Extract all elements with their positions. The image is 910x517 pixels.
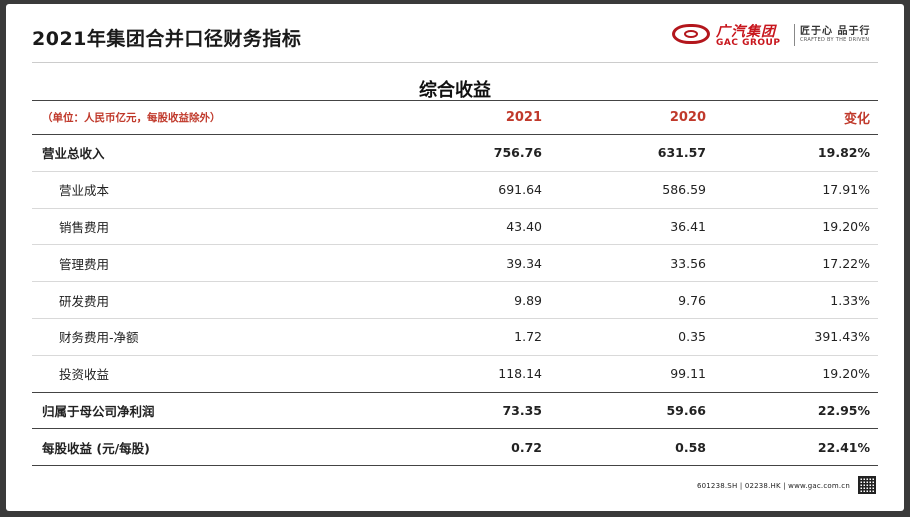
table-row-selling-expenses: 销售费用 43.40 36.41 19.20% [32,209,878,246]
cell-2020: 0.58 [675,439,706,455]
logo-divider [794,24,795,46]
row-label: 投资收益 [59,367,110,383]
logo-name-cn: 广汽集团 [716,24,776,40]
financial-table: （单位：人民币亿元，每股收益除外） 2021 2020 变化 营业总收入 756… [32,100,878,467]
cell-2020: 9.76 [678,292,706,308]
cell-change: 17.22% [822,255,870,271]
cell-2020: 36.41 [670,218,706,234]
row-label: 营业总收入 [42,146,105,162]
table-row-finance-expenses: 财务费用-净额 1.72 0.35 391.43% [32,319,878,356]
column-header-2021: 2021 [505,110,542,125]
cell-change: 19.20% [822,366,870,382]
cell-2021: 756.76 [493,145,542,161]
page-title: 2021年集团合并口径财务指标 [32,28,302,50]
row-label: 研发费用 [59,293,110,309]
cell-2020: 59.66 [666,402,706,418]
cell-change: 17.91% [822,182,870,198]
qr-code-icon [858,476,876,494]
row-label: 每股收益 (元/每股) [42,440,150,456]
cell-2021: 1.72 [514,329,542,345]
cell-2021: 43.40 [506,218,542,234]
row-label: 营业成本 [59,183,110,199]
footer-stock-codes: 601238.SH | 02238.HK | www.gac.com.cn [696,482,850,490]
table-row-admin-expenses: 管理费用 39.34 33.56 17.22% [32,245,878,283]
column-header-2020: 2020 [669,110,706,125]
table-header-row: （单位：人民币亿元，每股收益除外） 2021 2020 变化 [32,100,878,135]
cell-change: 19.20% [822,218,870,234]
row-label: 财务费用-净额 [59,330,139,346]
table-row-rd-expenses: 研发费用 9.89 9.76 1.33% [32,282,878,319]
logo-name-en: GAC GROUP [716,38,781,48]
cell-change: 391.43% [814,329,870,345]
row-label: 归属于母公司净利润 [42,403,155,419]
cell-change: 1.33% [830,292,870,308]
logo-slogan-en: CRAFTED BY THE DRIVEN [800,37,870,43]
cell-change: 19.82% [817,145,870,161]
table-row-investment-income: 投资收益 118.14 99.11 19.20% [32,356,878,393]
cell-2020: 0.35 [678,329,706,345]
column-header-change: 变化 [843,112,870,127]
cell-2020: 33.56 [670,255,706,271]
slide: 2021年集团合并口径财务指标 广汽集团 GAC GROUP 匠于心 品于行 C… [6,4,904,511]
gac-emblem-icon [672,24,710,44]
cell-2021: 118.14 [498,366,542,382]
cell-2020: 631.57 [657,145,706,161]
unit-note: （单位：人民币亿元，每股收益除外） [42,112,221,124]
cell-2021: 73.35 [502,402,542,418]
row-label: 销售费用 [59,219,110,235]
cell-2021: 9.89 [514,292,542,308]
row-label: 管理费用 [59,256,110,272]
section-title: 综合收益 [419,80,491,101]
logo-slogan: 匠于心 品于行 [800,26,871,37]
cell-2020: 586.59 [662,182,706,198]
cell-2021: 39.34 [506,255,542,271]
cell-2020: 99.11 [670,366,706,382]
table-row-total-revenue: 营业总收入 756.76 631.57 19.82% [32,135,878,172]
cell-change: 22.41% [817,439,870,455]
cell-change: 22.95% [817,402,870,418]
cell-2021: 0.72 [511,439,542,455]
gac-logo: 广汽集团 GAC GROUP 匠于心 品于行 CRAFTED BY THE DR… [672,20,892,52]
table-row-operating-cost: 营业成本 691.64 586.59 17.91% [32,172,878,209]
cell-2021: 691.64 [498,182,542,198]
table-row-eps: 每股收益 (元/每股) 0.72 0.58 22.41% [32,429,878,467]
table-row-net-profit: 归属于母公司净利润 73.35 59.66 22.95% [32,393,878,430]
title-divider [32,62,878,63]
